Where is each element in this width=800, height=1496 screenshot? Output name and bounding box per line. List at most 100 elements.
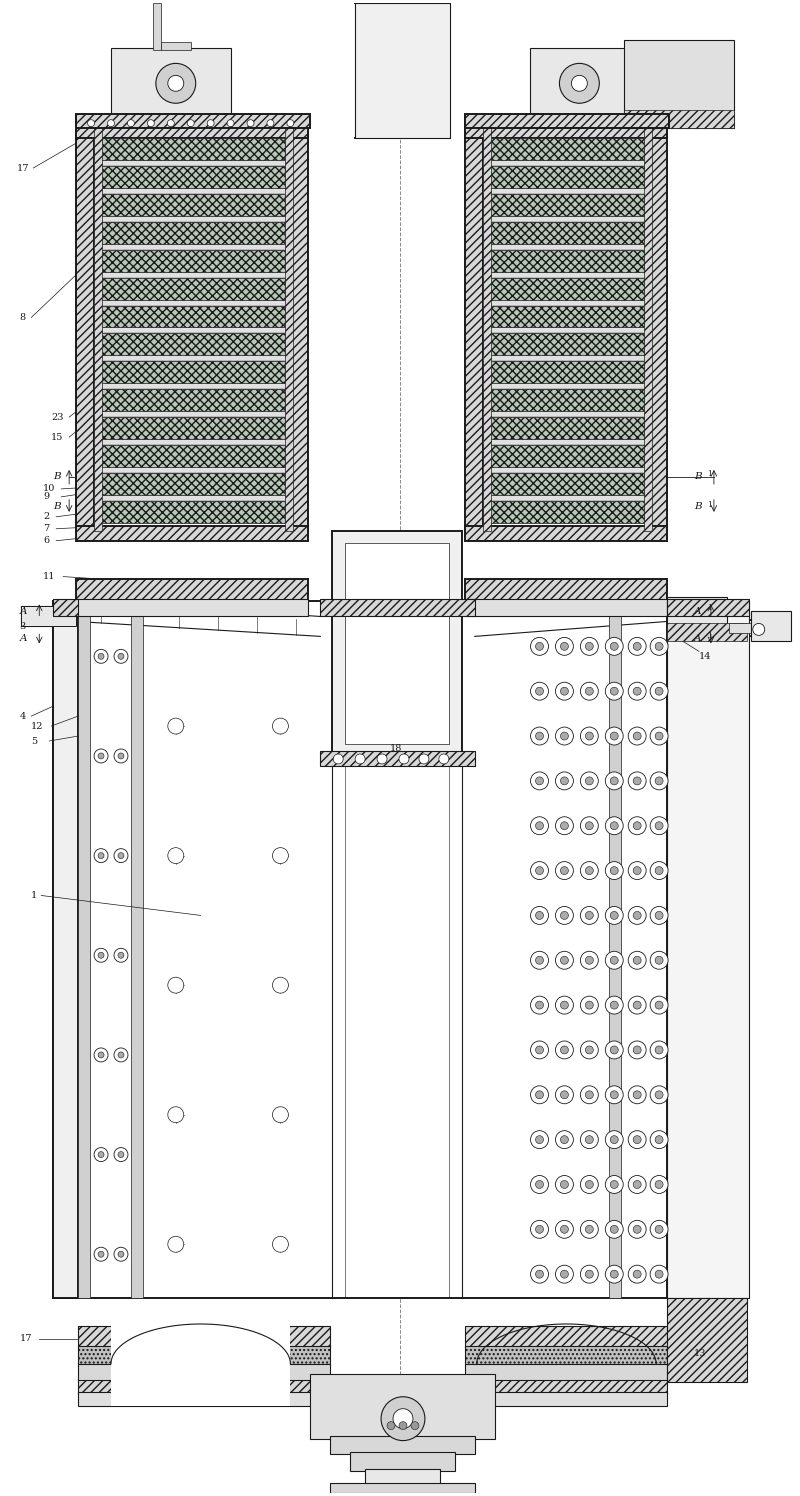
Circle shape: [633, 642, 641, 651]
Circle shape: [555, 907, 574, 925]
Circle shape: [530, 772, 549, 790]
Circle shape: [633, 732, 641, 741]
Circle shape: [273, 1107, 288, 1122]
Circle shape: [650, 1086, 668, 1104]
Circle shape: [381, 1397, 425, 1441]
Bar: [482, 188, 651, 194]
Circle shape: [561, 1091, 569, 1098]
Circle shape: [610, 1225, 618, 1233]
Text: B: B: [54, 503, 61, 512]
Circle shape: [633, 1135, 641, 1143]
Circle shape: [411, 1421, 419, 1430]
Bar: [667, 1299, 746, 1382]
Circle shape: [98, 953, 104, 959]
Bar: [78, 1346, 330, 1366]
Bar: [94, 328, 292, 334]
Bar: [76, 525, 308, 540]
Circle shape: [559, 63, 599, 103]
Text: 11: 11: [43, 571, 56, 580]
Circle shape: [87, 120, 94, 127]
Circle shape: [586, 866, 594, 875]
Circle shape: [114, 848, 128, 863]
Circle shape: [580, 907, 598, 925]
Circle shape: [555, 1086, 574, 1104]
Bar: [76, 598, 308, 616]
Circle shape: [207, 120, 214, 127]
Circle shape: [561, 776, 569, 785]
Circle shape: [530, 1176, 549, 1194]
Circle shape: [98, 1251, 104, 1257]
Bar: [332, 531, 462, 755]
Bar: [54, 598, 78, 616]
Circle shape: [610, 911, 618, 920]
Text: 8: 8: [19, 313, 26, 322]
Circle shape: [535, 732, 543, 741]
Circle shape: [535, 776, 543, 785]
Circle shape: [580, 951, 598, 969]
Circle shape: [650, 1131, 668, 1149]
Bar: [101, 362, 286, 383]
Circle shape: [586, 1046, 594, 1055]
Bar: [482, 215, 651, 221]
Bar: [76, 117, 308, 138]
Text: 1: 1: [707, 470, 712, 477]
Circle shape: [561, 687, 569, 696]
Circle shape: [555, 772, 574, 790]
Bar: [465, 1391, 667, 1406]
Circle shape: [628, 1266, 646, 1284]
Circle shape: [561, 1046, 569, 1055]
Circle shape: [118, 752, 124, 758]
Circle shape: [156, 63, 196, 103]
Circle shape: [633, 687, 641, 696]
Circle shape: [118, 1052, 124, 1058]
Circle shape: [118, 1251, 124, 1257]
Circle shape: [555, 996, 574, 1014]
Bar: [94, 440, 292, 444]
Circle shape: [273, 977, 288, 993]
Circle shape: [628, 951, 646, 969]
Bar: [490, 334, 644, 356]
Circle shape: [586, 956, 594, 965]
Circle shape: [606, 817, 623, 835]
Circle shape: [555, 682, 574, 700]
Circle shape: [114, 1049, 128, 1062]
Circle shape: [107, 120, 114, 127]
Circle shape: [610, 687, 618, 696]
Circle shape: [610, 866, 618, 875]
Text: 5: 5: [31, 736, 38, 745]
Circle shape: [530, 1266, 549, 1284]
Circle shape: [650, 727, 668, 745]
Circle shape: [118, 853, 124, 859]
Circle shape: [610, 956, 618, 965]
Circle shape: [586, 642, 594, 651]
Text: 3: 3: [19, 622, 26, 631]
Circle shape: [147, 120, 154, 127]
Bar: [330, 1484, 474, 1493]
Bar: [482, 383, 651, 389]
Text: 1: 1: [707, 633, 712, 640]
Circle shape: [94, 749, 108, 763]
Circle shape: [535, 1270, 543, 1278]
Bar: [101, 389, 286, 411]
Circle shape: [530, 1041, 549, 1059]
Circle shape: [628, 637, 646, 655]
Circle shape: [168, 1236, 184, 1252]
Bar: [667, 600, 749, 1299]
Circle shape: [561, 1225, 569, 1233]
Bar: [667, 597, 727, 627]
Bar: [94, 411, 292, 417]
Circle shape: [610, 1001, 618, 1010]
Bar: [94, 272, 292, 278]
Text: 15: 15: [51, 432, 63, 441]
Circle shape: [555, 1266, 574, 1284]
Circle shape: [606, 1221, 623, 1239]
Circle shape: [168, 848, 184, 863]
Bar: [101, 473, 286, 495]
Circle shape: [650, 907, 668, 925]
Text: 4: 4: [19, 712, 26, 721]
Bar: [111, 48, 230, 118]
Circle shape: [94, 1248, 108, 1261]
Circle shape: [580, 1176, 598, 1194]
Bar: [490, 389, 644, 411]
Text: A: A: [19, 634, 27, 643]
